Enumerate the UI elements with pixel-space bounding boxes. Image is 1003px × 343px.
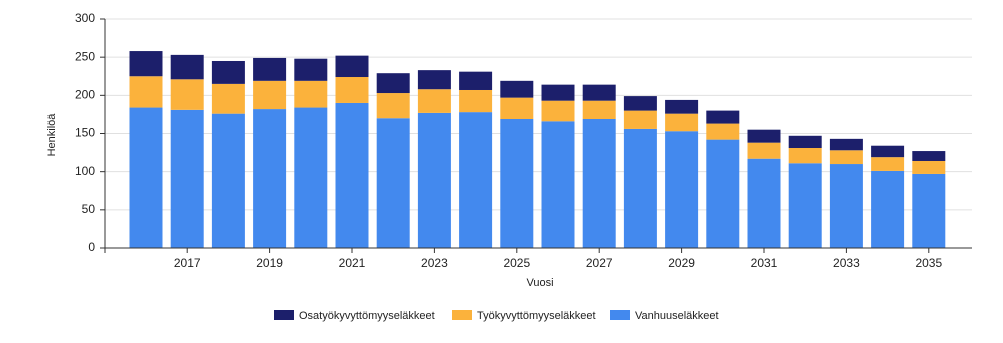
bar-segment <box>129 51 163 77</box>
bar-segment <box>871 170 905 248</box>
bar-segment <box>623 110 657 129</box>
x-tick-label: 2027 <box>586 256 613 270</box>
y-tick-label: 150 <box>75 126 95 140</box>
y-axis-label: Henkilöä <box>46 113 58 157</box>
bar-segment <box>871 145 905 158</box>
bar-segment <box>788 135 822 149</box>
y-tick-label: 100 <box>75 164 95 178</box>
x-tick-label: 2025 <box>503 256 530 270</box>
bar-segment <box>747 129 781 143</box>
bar-segment <box>788 163 822 248</box>
bar-segment <box>459 112 493 248</box>
y-tick-label: 300 <box>75 11 95 25</box>
bar-segment <box>253 57 287 81</box>
y-tick-label: 250 <box>75 49 95 63</box>
bar-segment <box>253 109 287 248</box>
bar-segment <box>706 139 740 248</box>
bar-segment <box>623 128 657 248</box>
bar-segment <box>582 100 616 119</box>
bar-segment <box>500 118 534 248</box>
y-tick-label: 50 <box>82 202 96 216</box>
bar-segment <box>747 142 781 159</box>
x-tick-label: 2029 <box>668 256 695 270</box>
bar-segment <box>211 113 245 248</box>
bar-segment <box>665 131 699 248</box>
bar-segment <box>582 84 616 101</box>
bar-segment <box>541 84 575 101</box>
bar-segment <box>912 173 946 248</box>
bar-segment <box>170 54 204 80</box>
bar-segment <box>129 107 163 249</box>
legend-label: Työkyvyttömyyseläkkeet <box>477 310 596 322</box>
legend-swatch <box>610 310 630 320</box>
bar-segment <box>170 79 204 110</box>
bar-segment <box>706 110 740 124</box>
bar-segment <box>747 158 781 248</box>
bar-segment <box>335 55 369 78</box>
bar-segment <box>417 89 451 113</box>
bar-segment <box>294 107 328 249</box>
bar-segment <box>871 157 905 171</box>
bar-segment <box>335 102 369 248</box>
x-axis-label: Vuosi <box>526 277 553 289</box>
bar-segment <box>912 160 946 174</box>
legend-label: Vanhuuseläkkeet <box>635 310 719 322</box>
bar-segment <box>665 113 699 132</box>
bar-segment <box>582 118 616 248</box>
bar-segment <box>211 60 245 84</box>
x-tick-label: 2033 <box>833 256 860 270</box>
bar-segment <box>170 109 204 248</box>
bar-segment <box>459 71 493 90</box>
bar-segment <box>129 76 163 108</box>
bar-segment <box>541 121 575 248</box>
bar-segment <box>459 89 493 113</box>
bar-segment <box>829 138 863 151</box>
x-tick-label: 2019 <box>256 256 283 270</box>
bar-segment <box>829 150 863 165</box>
bar-segment <box>335 77 369 103</box>
bar-segment <box>294 80 328 108</box>
legend-swatch <box>274 310 294 320</box>
bar-segment <box>912 151 946 161</box>
legend-swatch <box>452 310 472 320</box>
y-tick-label: 200 <box>75 88 95 102</box>
x-tick-label: 2023 <box>421 256 448 270</box>
bar-segment <box>706 123 740 140</box>
bar-segment <box>253 80 287 110</box>
bar-segment <box>788 148 822 164</box>
bar-segment <box>500 97 534 119</box>
bar-segment <box>294 58 328 81</box>
bar-segment <box>623 96 657 111</box>
bar-segment <box>376 73 410 94</box>
x-tick-label: 2017 <box>174 256 201 270</box>
y-tick-label: 0 <box>88 240 95 254</box>
bar-segment <box>417 70 451 90</box>
bar-segment <box>541 100 575 122</box>
bar-segment <box>376 93 410 119</box>
x-tick-label: 2031 <box>751 256 778 270</box>
bar-segment <box>376 118 410 248</box>
bar-segment <box>829 164 863 248</box>
x-tick-label: 2021 <box>339 256 366 270</box>
bar-segment <box>500 80 534 98</box>
bar-segment <box>211 83 245 114</box>
bar-segment <box>665 99 699 114</box>
x-tick-label: 2035 <box>915 256 942 270</box>
bar-segment <box>417 112 451 248</box>
legend-label: Osatyökyvyttömyyseläkkeet <box>299 310 435 322</box>
